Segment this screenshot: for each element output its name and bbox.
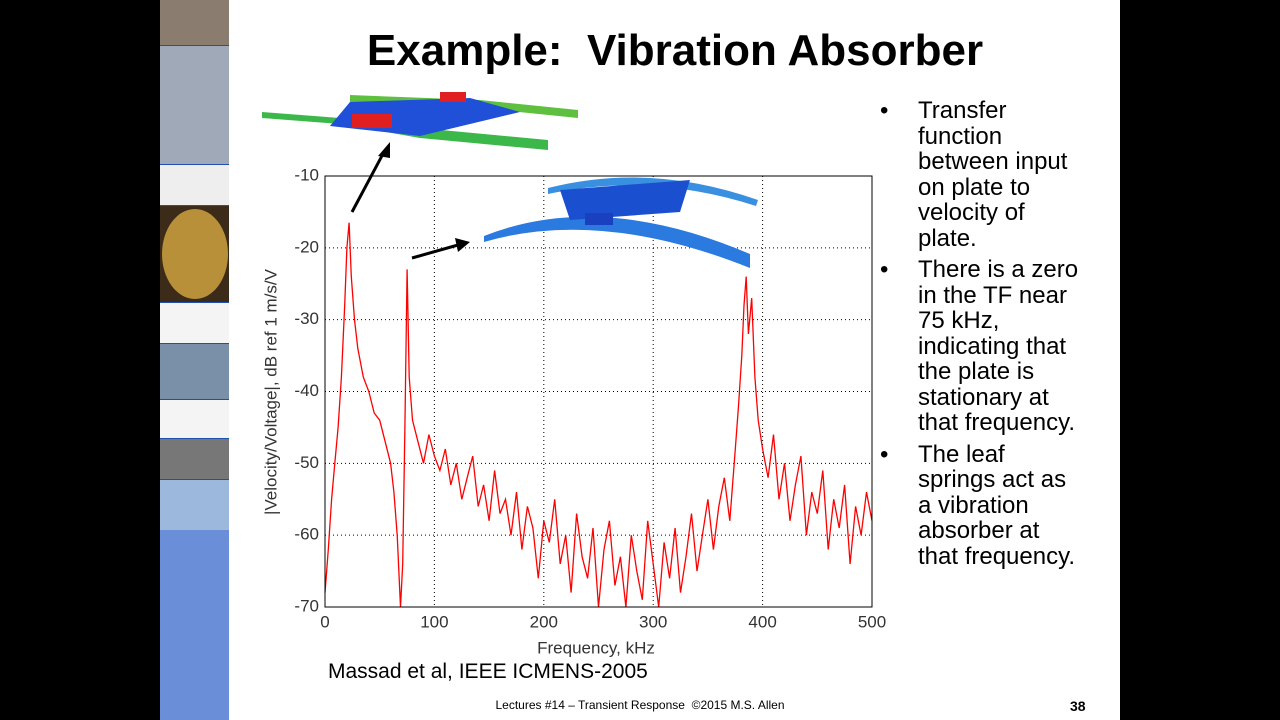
- thumb: [160, 400, 229, 438]
- y-tick-label: -70: [294, 596, 319, 615]
- thumb: [160, 344, 229, 399]
- bullet: Transfer function between input on plate…: [880, 98, 1080, 251]
- x-tick-label: 100: [420, 612, 448, 631]
- thumb: [160, 46, 229, 164]
- plot-frame: [324, 175, 873, 608]
- bullet-list: Transfer function between input on plate…: [880, 98, 1080, 575]
- bullet: There is a zero in the TF near 75 kHz, i…: [880, 257, 1080, 436]
- thumb: [162, 209, 228, 299]
- x-tick-label: 500: [858, 612, 886, 631]
- arrow: [411, 243, 459, 260]
- y-tick-label: -20: [294, 237, 319, 256]
- arrow: [350, 151, 386, 213]
- y-tick-label: -60: [294, 525, 319, 544]
- slide-title: Example: Vibration Absorber: [366, 26, 984, 75]
- arrow-head: [455, 238, 470, 252]
- thumb: [160, 165, 229, 205]
- x-tick-label: 400: [748, 612, 776, 631]
- y-tick-label: -40: [294, 381, 319, 400]
- x-tick-label: 300: [639, 612, 667, 631]
- arrow-head: [378, 142, 390, 158]
- page-number: 38: [1070, 698, 1086, 714]
- footer: Lectures #14 – Transient Response ©2015 …: [495, 698, 785, 712]
- thumb: [160, 480, 229, 530]
- y-axis-label: |Velocity/Voltage|, dB ref 1 m/s/V: [261, 268, 280, 515]
- side-gradient: [160, 530, 229, 720]
- y-tick-label: -30: [294, 309, 319, 328]
- x-tick-label: 0: [320, 612, 329, 631]
- data-line: [324, 222, 873, 608]
- y-tick-label: -10: [294, 165, 319, 184]
- mode-shape-1: [262, 92, 578, 150]
- plot-area: [325, 176, 872, 607]
- y-tick-label: -50: [294, 453, 319, 472]
- citation: Massad et al, IEEE ICMENS-2005: [328, 660, 648, 683]
- thumb: [160, 0, 229, 45]
- x-axis-label: Frequency, kHz: [537, 638, 655, 657]
- thumb: [160, 303, 229, 343]
- bullet: The leaf springs act as a vibration abso…: [880, 441, 1080, 570]
- x-tick-label: 200: [530, 612, 558, 631]
- thumb: [160, 439, 229, 479]
- mode-shape-2: [484, 177, 758, 268]
